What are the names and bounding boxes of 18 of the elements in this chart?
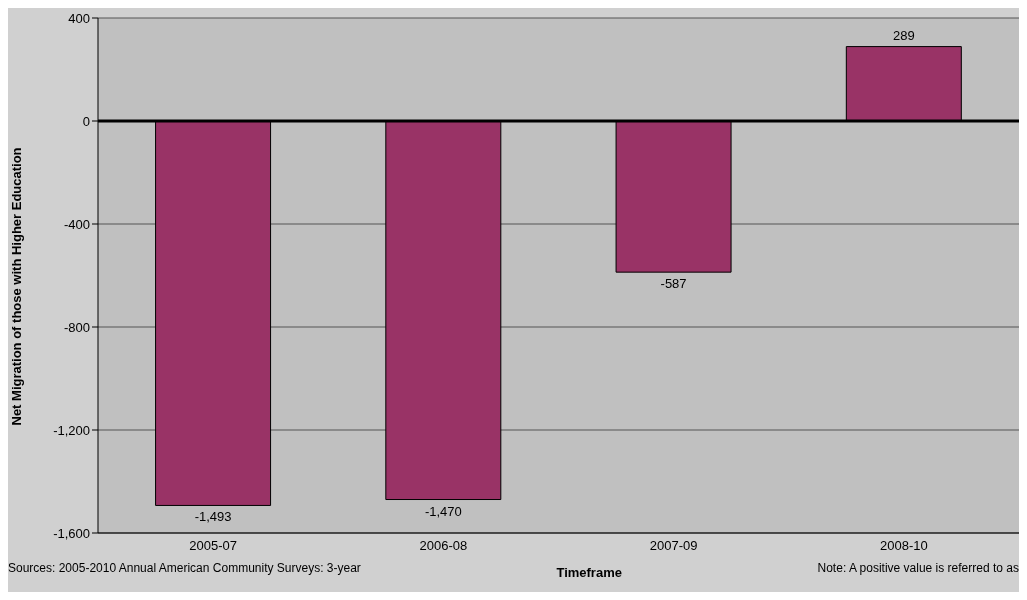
y-tick-label: -400 <box>63 216 90 232</box>
source-note: Sources: 2005-2010 Annual American Community Surveys: 3-year <box>8 561 361 575</box>
x-axis-title: Timeframe <box>556 565 622 580</box>
y-tick-label: -1,600 <box>53 525 90 541</box>
x-tick-label: 2008-10 <box>880 538 928 554</box>
x-tick-label: 2006-08 <box>419 538 468 554</box>
text: Note: A positive value is referred to as <box>817 561 1019 575</box>
y-tick-label: -1,200 <box>53 422 90 438</box>
data-label: -1,493 <box>194 509 232 525</box>
data-label: -1,470 <box>424 503 462 519</box>
y-tick-label: 400 <box>68 10 90 26</box>
y-axis-title: Net Migration of those with Higher Education <box>8 147 24 426</box>
y-tick-label: 0 <box>82 113 90 129</box>
data-label: 289 <box>892 27 915 43</box>
data-label: -587 <box>660 276 687 292</box>
x-tick-label: 2007-09 <box>649 538 698 554</box>
x-tick-label: 2005-07 <box>189 538 237 554</box>
y-tick-label: -800 <box>63 319 90 335</box>
